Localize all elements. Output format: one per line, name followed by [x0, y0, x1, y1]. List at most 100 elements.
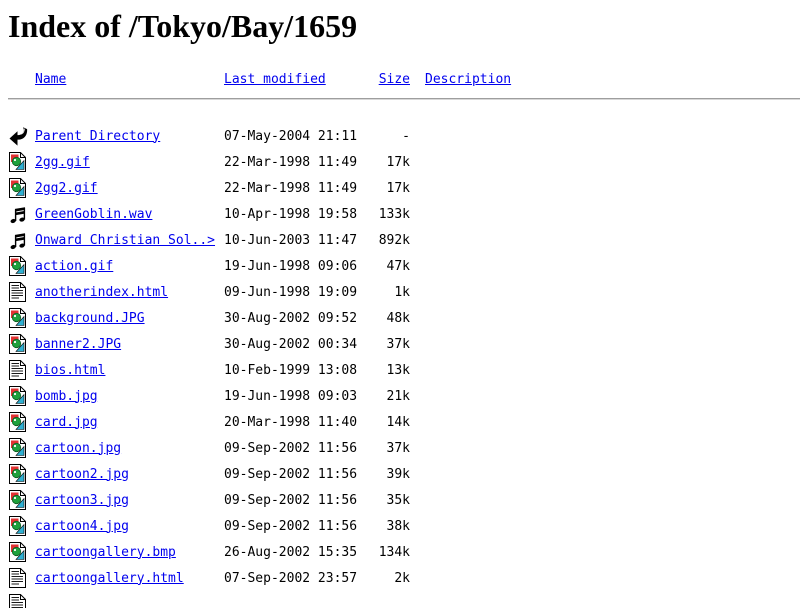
- column-header-size-cell: Size: [360, 72, 410, 88]
- file-size: 1k: [360, 285, 410, 300]
- file-size: 39k: [360, 467, 410, 482]
- text-icon: [8, 593, 28, 608]
- file-size: 21k: [360, 389, 410, 404]
- column-header-name-cell: Name: [35, 72, 224, 88]
- file-link[interactable]: Parent Directory: [35, 129, 224, 144]
- file-last-modified: 26-Aug-2002 15:35: [224, 545, 360, 560]
- file-last-modified: 22-Mar-1998 11:49: [224, 155, 360, 170]
- file-last-modified: 19-Jun-1998 09:03: [224, 389, 360, 404]
- image-icon: [8, 333, 28, 355]
- file-size: 17k: [360, 155, 410, 170]
- file-size: 47k: [360, 259, 410, 274]
- image-icon: [8, 177, 28, 199]
- file-last-modified: 09-Sep-2002 11:56: [224, 493, 360, 508]
- file-last-modified: 09-Sep-2002 11:56: [224, 519, 360, 534]
- file-size: 17k: [360, 181, 410, 196]
- column-header-modified-cell: Last modified: [224, 72, 360, 88]
- file-link[interactable]: GreenGoblin.wav: [35, 207, 224, 222]
- column-header-description-cell: Description: [425, 72, 511, 88]
- file-last-modified: 10-Apr-1998 19:58: [224, 207, 360, 222]
- sort-by-name-link[interactable]: Name: [35, 72, 66, 88]
- back-icon: [8, 125, 28, 147]
- file-size: 892k: [360, 233, 410, 248]
- file-last-modified: 19-Jun-1998 09:06: [224, 259, 360, 274]
- file-last-modified: 10-Jun-2003 11:47: [224, 233, 360, 248]
- file-link[interactable]: banner2.JPG: [35, 337, 224, 352]
- file-size: 14k: [360, 415, 410, 430]
- file-size: 35k: [360, 493, 410, 508]
- file-size: 133k: [360, 207, 410, 222]
- image-icon: [8, 463, 28, 485]
- file-link[interactable]: bios.html: [35, 363, 224, 378]
- sort-by-size-link[interactable]: Size: [379, 72, 410, 88]
- image-icon: [8, 411, 28, 433]
- file-last-modified: 10-Feb-1999 13:08: [224, 363, 360, 378]
- image-icon: [8, 151, 28, 173]
- file-last-modified: 09-Sep-2002 11:56: [224, 467, 360, 482]
- file-link[interactable]: card.jpg: [35, 415, 224, 430]
- sort-by-last-modified-link[interactable]: Last modified: [224, 72, 326, 88]
- sound-icon: [8, 229, 28, 251]
- file-size: 2k: [360, 571, 410, 586]
- file-last-modified: 07-May-2004 21:11: [224, 129, 360, 144]
- text-icon: [8, 567, 28, 589]
- file-link[interactable]: anotherindex.html: [35, 285, 224, 300]
- image-icon: [8, 307, 28, 329]
- page-title: Index of /Tokyo/Bay/1659: [8, 8, 800, 45]
- sort-by-description-link[interactable]: Description: [425, 72, 511, 88]
- file-link[interactable]: cartoongallery.html: [35, 571, 224, 586]
- file-last-modified: 07-Sep-2002 23:57: [224, 571, 360, 586]
- image-icon: [8, 489, 28, 511]
- file-link[interactable]: cartoongallery.bmp: [35, 545, 224, 560]
- file-link[interactable]: 2gg2.gif: [35, 181, 224, 196]
- file-size: 48k: [360, 311, 410, 326]
- file-size: 13k: [360, 363, 410, 378]
- file-last-modified: 20-Mar-1998 11:40: [224, 415, 360, 430]
- divider-rule: [8, 98, 800, 100]
- file-size: 37k: [360, 441, 410, 456]
- file-last-modified: 30-Aug-2002 09:52: [224, 311, 360, 326]
- file-link[interactable]: 2gg.gif: [35, 155, 224, 170]
- file-size: 38k: [360, 519, 410, 534]
- image-icon: [8, 515, 28, 537]
- file-link[interactable]: Onward Christian Sol..>: [35, 233, 224, 248]
- file-size: -: [360, 129, 410, 144]
- file-link[interactable]: cartoon3.jpg: [35, 493, 224, 508]
- list-item: Onward Christian Sol..>10-Jun-2003 11:47…: [8, 227, 800, 253]
- image-icon: [8, 385, 28, 407]
- file-last-modified: 09-Sep-2002 11:56: [224, 441, 360, 456]
- file-link[interactable]: cartoon2.jpg: [35, 467, 224, 482]
- file-size: 37k: [360, 337, 410, 352]
- file-last-modified: 22-Mar-1998 11:49: [224, 181, 360, 196]
- file-last-modified: 09-Jun-1998 19:09: [224, 285, 360, 300]
- image-icon: [8, 541, 28, 563]
- file-link[interactable]: bomb.jpg: [35, 389, 224, 404]
- file-link[interactable]: background.JPG: [35, 311, 224, 326]
- file-link[interactable]: cartoon4.jpg: [35, 519, 224, 534]
- file-link[interactable]: cartoon.jpg: [35, 441, 224, 456]
- image-icon: [8, 437, 28, 459]
- image-icon: [8, 255, 28, 277]
- sound-icon: [8, 203, 28, 225]
- text-icon: [8, 281, 28, 303]
- text-icon: [8, 359, 28, 381]
- file-link[interactable]: action.gif: [35, 259, 224, 274]
